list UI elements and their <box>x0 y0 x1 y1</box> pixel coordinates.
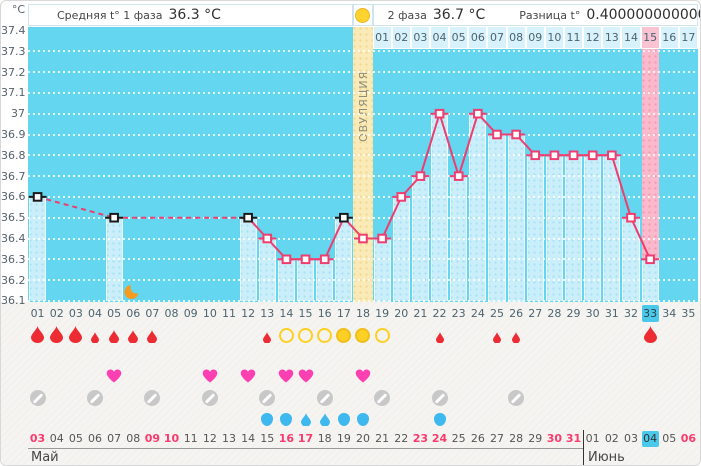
phase2-day-cell[interactable]: 11 <box>564 27 583 48</box>
phase2-day-cell[interactable]: 09 <box>526 27 544 48</box>
ovulation-header-cell <box>353 4 373 26</box>
phase2-day-cell[interactable]: 16 <box>660 27 678 48</box>
phase2-day-cell[interactable]: 08 <box>507 27 525 48</box>
ovulation-column: ОВУЛЯЦИЯ <box>353 27 373 302</box>
diff-label: Разница t° <box>519 8 581 22</box>
ovulation-column-label: ОВУЛЯЦИЯ <box>357 70 371 142</box>
y-axis-tick: 36.6 <box>1 190 26 204</box>
phase1-label: Средняя t° 1 фаза <box>57 8 163 22</box>
phase2-day-cell[interactable]: 04 <box>430 27 449 48</box>
y-axis-tick: 36.4 <box>1 232 26 245</box>
phase2-day-cell[interactable]: 06 <box>469 27 487 48</box>
y-axis-tick: 36.2 <box>1 273 26 287</box>
phase2-day-cell[interactable]: 10 <box>545 27 563 48</box>
phase2-summary-box: 2 фаза 36.7 °C Разница t° 0.400000000000… <box>372 4 700 26</box>
y-axis-tick: 37.2 <box>1 65 26 79</box>
month-label-june: Июнь <box>588 450 625 465</box>
month-label-may: Май <box>31 450 59 465</box>
y-axis-tick: 36.8 <box>1 148 26 162</box>
y-axis-tick: 37 <box>11 107 25 121</box>
y-axis-tick: 37.3 <box>1 44 26 58</box>
phase2-day-cell[interactable]: 01 <box>373 27 391 48</box>
month-separator-line <box>28 448 583 449</box>
phase1-value: 36.3 °C <box>168 7 221 23</box>
month-divider <box>582 430 584 465</box>
phase2-day-cell[interactable]: 15 <box>641 27 659 48</box>
y-axis-tick: 36.5 <box>1 211 26 225</box>
y-axis-tick: 36.7 <box>1 169 26 183</box>
phase2-day-cell[interactable]: 02 <box>392 27 410 48</box>
phase2-value: 36.7 °C <box>432 7 486 23</box>
y-axis-tick: 36.3 <box>1 252 26 266</box>
phase1-summary-box: Средняя t° 1 фаза 36.3 °C <box>28 4 354 26</box>
phase2-day-cell[interactable]: 17 <box>679 27 697 48</box>
y-axis-tick: 37.1 <box>1 86 26 100</box>
events-panel-background <box>1 302 700 465</box>
phase2-day-cell[interactable]: 07 <box>488 27 506 48</box>
diff-value: 0.40000000000001 °C <box>586 7 700 23</box>
ovulation-icon <box>355 7 371 23</box>
chart-area-phase1 <box>28 27 354 302</box>
phase2-label: 2 фаза <box>387 8 427 22</box>
y-axis-tick: 36.9 <box>1 128 26 141</box>
y-axis-tick: 37.4 <box>1 24 26 37</box>
phase2-day-cell[interactable]: 03 <box>411 27 429 48</box>
phase2-day-cell[interactable]: 14 <box>622 27 640 48</box>
chart-area-phase2 <box>372 49 698 302</box>
phase2-day-cell[interactable]: 13 <box>603 27 621 48</box>
y-axis-unit: °C <box>11 3 25 16</box>
phase2-day-cell[interactable]: 12 <box>584 27 602 48</box>
phase2-day-cell[interactable]: 05 <box>450 27 468 48</box>
